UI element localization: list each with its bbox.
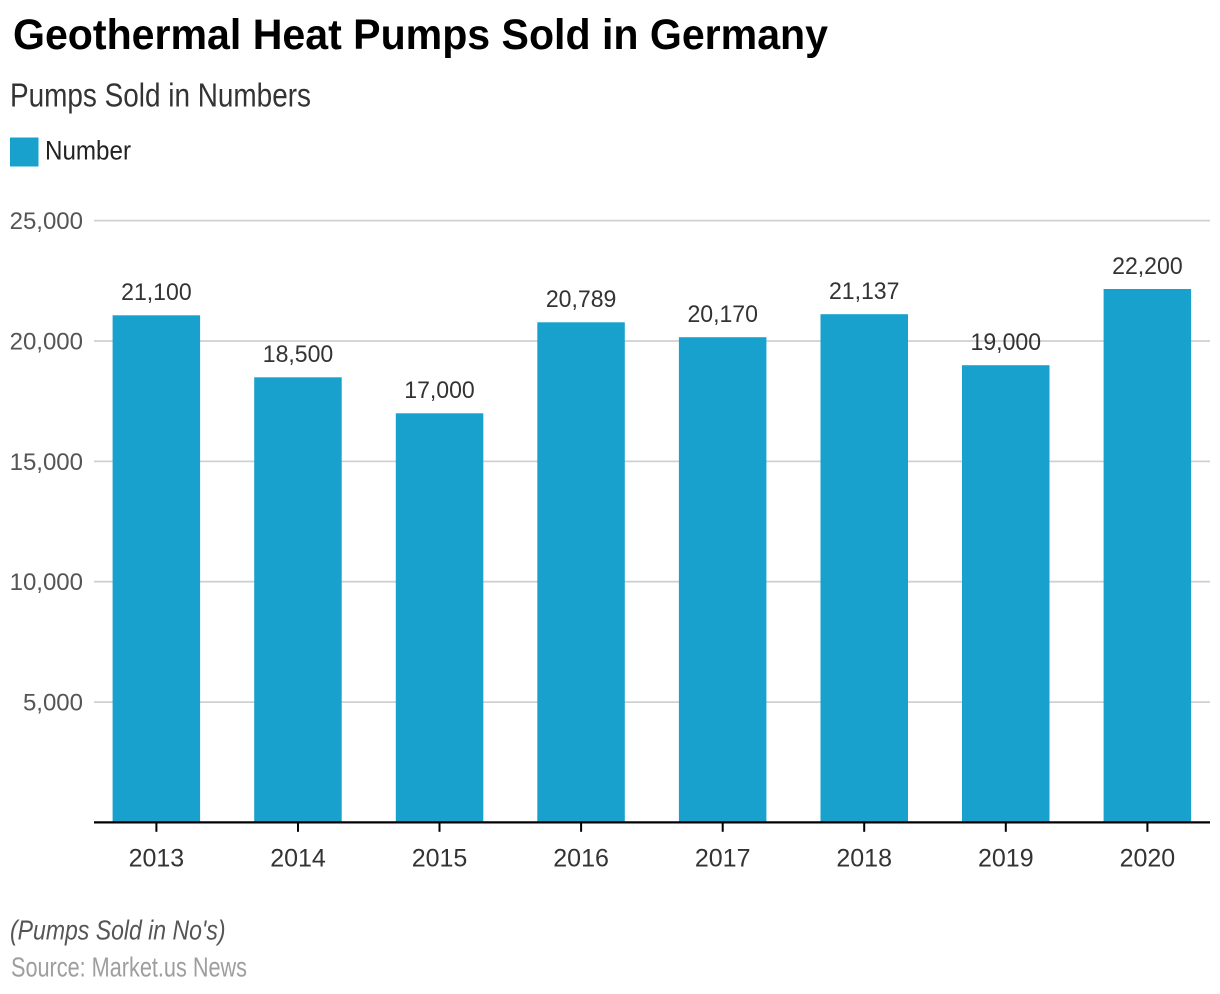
svg-text:(Pumps Sold in No's): (Pumps Sold in No's) bbox=[10, 914, 226, 945]
svg-text:Pumps Sold in Numbers: Pumps Sold in Numbers bbox=[10, 77, 311, 114]
svg-text:5,000: 5,000 bbox=[23, 690, 83, 717]
svg-text:20,000: 20,000 bbox=[10, 329, 83, 356]
svg-text:21,100: 21,100 bbox=[121, 279, 192, 306]
svg-text:22,200: 22,200 bbox=[1112, 253, 1183, 280]
svg-text:2016: 2016 bbox=[553, 844, 609, 872]
svg-text:2014: 2014 bbox=[270, 844, 326, 872]
svg-text:21,137: 21,137 bbox=[829, 278, 900, 305]
svg-text:17,000: 17,000 bbox=[404, 377, 475, 404]
svg-text:Geothermal Heat Pumps Sold in: Geothermal Heat Pumps Sold in Germany bbox=[13, 12, 828, 59]
svg-text:2020: 2020 bbox=[1120, 844, 1176, 872]
svg-text:25,000: 25,000 bbox=[10, 208, 83, 235]
svg-text:18,500: 18,500 bbox=[263, 341, 334, 368]
svg-text:2013: 2013 bbox=[129, 844, 185, 872]
svg-text:15,000: 15,000 bbox=[10, 449, 83, 476]
svg-text:2015: 2015 bbox=[412, 844, 468, 872]
svg-text:10,000: 10,000 bbox=[10, 569, 83, 596]
svg-text:Number: Number bbox=[45, 136, 131, 166]
svg-text:Source: Market.us News: Source: Market.us News bbox=[11, 951, 247, 982]
svg-text:2018: 2018 bbox=[836, 844, 892, 872]
svg-text:20,170: 20,170 bbox=[687, 301, 758, 328]
svg-text:2017: 2017 bbox=[695, 844, 751, 872]
svg-text:19,000: 19,000 bbox=[971, 329, 1042, 356]
svg-text:2019: 2019 bbox=[978, 844, 1034, 872]
svg-text:20,789: 20,789 bbox=[546, 286, 617, 313]
